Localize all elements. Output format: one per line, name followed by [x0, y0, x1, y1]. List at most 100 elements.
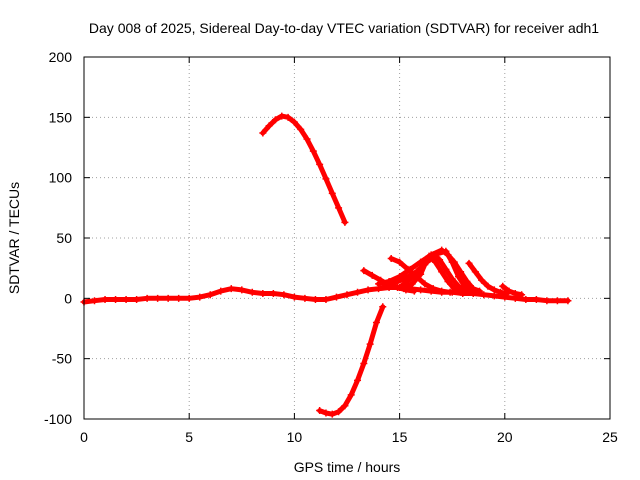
y-tick-label: 0 — [64, 290, 72, 306]
data-point — [217, 287, 225, 295]
data-point — [391, 279, 399, 287]
data-point — [490, 292, 498, 300]
data-point — [465, 259, 473, 267]
data-point — [379, 303, 387, 311]
data-point — [297, 125, 305, 133]
data-point — [91, 297, 99, 305]
data-point — [368, 271, 376, 279]
data-point — [421, 261, 429, 269]
data-point — [143, 294, 151, 302]
data-point — [269, 290, 277, 298]
data-point — [518, 291, 526, 299]
data-point — [450, 285, 458, 293]
data-point — [375, 280, 383, 288]
series-arc-h — [499, 282, 526, 299]
data-point — [316, 160, 324, 168]
data-point — [185, 294, 193, 302]
data-point — [271, 116, 279, 124]
y-axis-label: SDTVAR / TECUs — [6, 182, 22, 294]
data-point — [101, 296, 109, 304]
series-track — [260, 113, 348, 225]
data-point — [417, 270, 425, 278]
data-point — [341, 218, 349, 226]
data-point — [301, 294, 309, 302]
data-point — [280, 291, 288, 299]
data-point — [408, 280, 416, 288]
data-point — [436, 256, 444, 264]
x-tick-label: 0 — [80, 429, 88, 445]
x-tick-label: 20 — [497, 429, 513, 445]
data-point — [448, 275, 456, 283]
data-point — [133, 296, 141, 304]
data-point — [284, 113, 292, 121]
data-point — [499, 282, 507, 290]
data-point — [431, 258, 439, 266]
data-point — [478, 276, 486, 284]
data-point — [290, 293, 298, 301]
data-point — [421, 280, 429, 288]
x-tick-label: 10 — [287, 429, 303, 445]
data-point — [343, 291, 351, 299]
data-point — [309, 147, 317, 155]
y-tick-label: -100 — [44, 411, 72, 427]
x-tick-label: 5 — [185, 429, 193, 445]
data-point — [322, 296, 330, 304]
data-point — [354, 376, 362, 384]
data-point — [425, 252, 433, 260]
data-point — [278, 112, 286, 120]
data-point — [366, 340, 374, 348]
data-point — [259, 290, 267, 298]
data-point — [316, 407, 324, 415]
series-arc-d — [387, 255, 454, 296]
data-point — [396, 258, 404, 266]
data-point — [354, 288, 362, 296]
data-point — [335, 204, 343, 212]
data-point — [265, 122, 273, 130]
data-point — [328, 410, 336, 418]
y-tick-label: 200 — [49, 49, 73, 65]
data-point — [476, 287, 484, 295]
data-point — [442, 247, 450, 255]
data-point — [438, 268, 446, 276]
x-tick-label: 15 — [392, 429, 408, 445]
series-arc-e — [396, 251, 469, 294]
data-point — [248, 288, 256, 296]
x-tick-label: 25 — [602, 429, 618, 445]
plot-frame — [83, 56, 611, 420]
data-point — [442, 265, 450, 273]
data-point — [497, 288, 505, 296]
data-point — [175, 294, 183, 302]
data-point — [122, 296, 130, 304]
data-point — [461, 286, 469, 294]
data-point — [543, 297, 551, 305]
chart-title: Day 008 of 2025, Sidereal Day-to-day VTE… — [89, 20, 599, 36]
data-point — [484, 282, 492, 290]
series-arc-g — [465, 259, 511, 298]
data-point — [196, 293, 204, 301]
data-point — [341, 402, 349, 410]
data-point — [438, 287, 446, 295]
data-point — [290, 118, 298, 126]
data-point — [406, 275, 414, 283]
data-point — [227, 285, 235, 293]
data-point — [404, 265, 412, 273]
data-point — [417, 286, 425, 294]
data-point — [480, 291, 488, 299]
data-point — [311, 296, 319, 304]
y-tick-label: -50 — [52, 351, 72, 367]
data-point — [446, 288, 454, 296]
series-track — [397, 252, 468, 293]
data-point — [164, 294, 172, 302]
data-point — [259, 129, 267, 137]
series-arc-high — [259, 112, 349, 226]
data-point — [372, 318, 380, 326]
data-point — [467, 287, 475, 295]
data-point — [448, 258, 456, 266]
axis-ticks: 0 5 10 15 20 25 -100 -50 0 50 100 150 200 — [44, 49, 618, 445]
data-point — [387, 255, 395, 263]
x-axis-label: GPS time / hours — [294, 459, 401, 475]
series-arc-f — [400, 252, 465, 296]
series-baseline — [80, 283, 572, 306]
data-point — [511, 290, 519, 298]
